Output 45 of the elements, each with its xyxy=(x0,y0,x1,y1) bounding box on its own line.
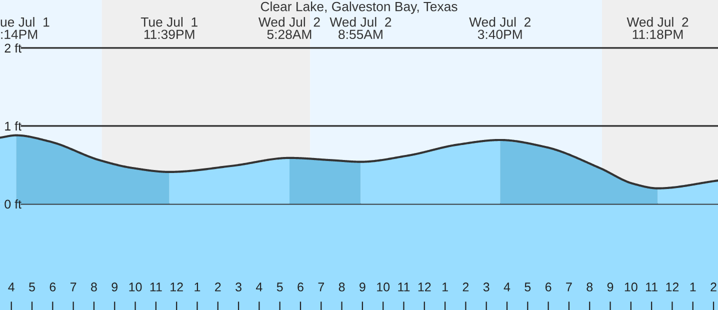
x-tick-label: 12 xyxy=(418,282,431,292)
x-tick-label: 4 xyxy=(256,282,262,292)
x-tick-label: 2 xyxy=(215,282,221,292)
y-tick-label: 1 ft xyxy=(5,121,22,131)
x-tick-label: 3 xyxy=(236,282,242,292)
x-tick-label: 11 xyxy=(646,282,658,292)
y-tick-label: 0 ft xyxy=(4,199,22,209)
x-tick-label: 11 xyxy=(398,282,410,292)
x-tick-label: 10 xyxy=(129,282,142,292)
annotation: Wed Jul 2 8:55AM xyxy=(330,17,392,40)
annotation: Tue Jul 1 11:39PM xyxy=(140,17,198,40)
x-tick-label: 6 xyxy=(50,282,56,292)
x-tick-label: 4 xyxy=(8,282,14,292)
x-tick-label: 2 xyxy=(462,282,469,292)
x-tick-label: 5 xyxy=(29,282,35,292)
x-tick-label: 12 xyxy=(170,282,183,292)
x-tick-label: 1 xyxy=(442,282,448,292)
annotation: Wed Jul 2 5:28AM xyxy=(258,17,320,40)
x-tick-label: 7 xyxy=(318,282,324,292)
x-tick-label: 11 xyxy=(150,282,162,292)
annotation: Wed Jul 2 3:40PM xyxy=(469,17,531,40)
x-tick-label: 8 xyxy=(338,282,345,292)
x-tick-label: 7 xyxy=(566,282,572,292)
x-tick-label: 12 xyxy=(666,282,679,292)
x-tick-label: 7 xyxy=(70,282,76,292)
annotation: Wed Jul 2 11:18PM xyxy=(626,17,688,40)
x-tick-label: 8 xyxy=(586,282,593,292)
x-tick-label: 10 xyxy=(377,282,390,292)
x-tick-label: 5 xyxy=(276,282,283,292)
x-tick-label: 5 xyxy=(524,282,531,292)
x-tick-label: 10 xyxy=(624,282,638,292)
y-tick-label: 2 ft xyxy=(4,43,22,53)
x-tick-label: 8 xyxy=(91,282,97,292)
x-tick-label: 6 xyxy=(545,282,552,292)
x-tick-label: 1 xyxy=(194,282,200,292)
x-tick-label: 9 xyxy=(112,282,118,292)
annotation: ue Jul 1 :14PM xyxy=(0,17,50,39)
x-tick-label: 3 xyxy=(483,282,490,292)
chart-title: Clear Lake, Galveston Bay, Texas xyxy=(260,2,458,14)
x-tick-label: 1 xyxy=(690,282,696,292)
x-tick-label: 9 xyxy=(360,282,366,292)
x-tick-label: 9 xyxy=(607,282,614,292)
x-tick-label: 6 xyxy=(298,282,304,292)
x-tick-label: 2 xyxy=(710,282,716,292)
x-tick-label: 4 xyxy=(504,282,510,292)
